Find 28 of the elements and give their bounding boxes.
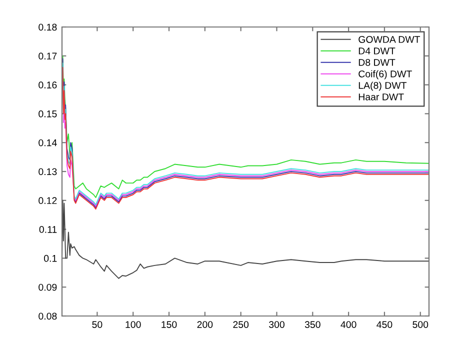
x-tick-label: 200 xyxy=(197,321,213,328)
x-tick-label: 400 xyxy=(340,321,356,328)
y-tick-label: 0.1 xyxy=(44,254,57,262)
x-tick-label: 150 xyxy=(162,321,177,328)
x-tick-label: 100 xyxy=(126,321,141,328)
legend-label: GOWDA DWT xyxy=(358,36,420,43)
y-tick-label: 0.12 xyxy=(38,197,57,204)
y-tick-label: 0.13 xyxy=(38,168,57,176)
y-tick-label: 0.18 xyxy=(38,24,57,31)
y-tick-label: 0.09 xyxy=(38,284,57,291)
y-tick-label: 0.08 xyxy=(38,312,57,320)
y-tick-label: 0.11 xyxy=(39,226,57,233)
x-tick-label: 350 xyxy=(304,321,320,328)
x-tick-label: 300 xyxy=(269,321,284,328)
x-tick-label: 500 xyxy=(412,321,428,328)
legend-label: Haar DWT xyxy=(358,94,404,100)
legend-label: D8 DWT xyxy=(358,58,396,66)
y-tick-label: 0.14 xyxy=(38,139,57,146)
legend-label: LA(8) DWT xyxy=(358,82,407,91)
x-tick-label: 450 xyxy=(376,321,392,328)
y-tick-label: 0.17 xyxy=(38,52,57,60)
legend-label: Coif(6) DWT xyxy=(358,70,412,80)
y-tick-label: 0.15 xyxy=(38,110,57,118)
x-tick-label: 50 xyxy=(92,321,102,328)
x-tick-label: 250 xyxy=(233,321,249,328)
legend-label: D4 DWT xyxy=(358,48,396,54)
y-tick-label: 0.16 xyxy=(38,82,57,88)
line-series xyxy=(62,200,429,279)
